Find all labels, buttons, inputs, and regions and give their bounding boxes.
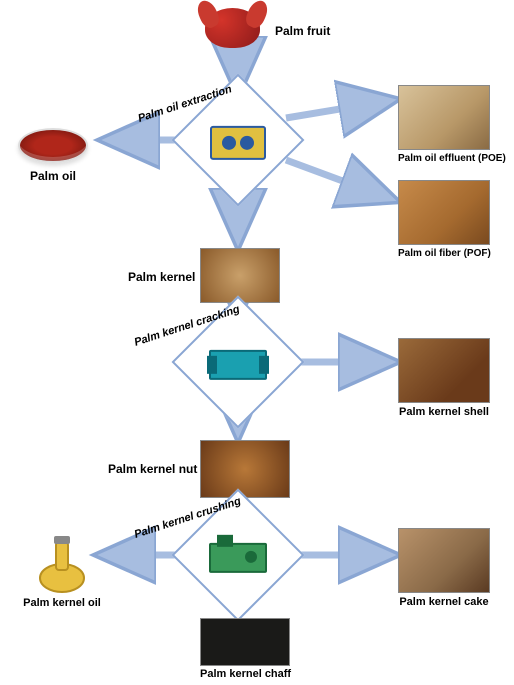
label-pko: Palm kernel oil — [22, 597, 102, 609]
label-pkchaff: Palm kernel chaff — [200, 668, 291, 680]
process-crushing — [172, 489, 305, 622]
node-poe: Palm oil effluent (POE) — [398, 85, 506, 164]
pof-image — [398, 180, 490, 245]
palm-fruit-illustration — [205, 8, 260, 48]
pkn-image — [200, 440, 290, 498]
label-palm-oil: Palm oil — [18, 169, 88, 183]
cracking-machine-icon — [209, 350, 267, 380]
poe-image — [398, 85, 490, 150]
pko-illustration — [32, 530, 92, 594]
palm-oil-illustration — [18, 128, 88, 163]
label-pks: Palm kernel shell — [398, 406, 490, 418]
node-pks: Palm kernel shell — [398, 338, 490, 418]
pkchaff-image — [200, 618, 290, 666]
process-extraction — [172, 74, 305, 207]
label-pof: Palm oil fiber (POF) — [398, 248, 491, 259]
label-pkn: Palm kernel nut — [108, 462, 197, 476]
label-palm-fruit: Palm fruit — [275, 24, 330, 38]
label-palm-kernel: Palm kernel — [128, 270, 195, 284]
label-pkc: Palm kernel cake — [398, 596, 490, 608]
palm-kernel-image — [200, 248, 280, 303]
extraction-machine-icon — [210, 126, 266, 160]
node-palm-oil: Palm oil — [18, 128, 88, 183]
node-pkc: Palm kernel cake — [398, 528, 490, 608]
node-palm-kernel — [200, 248, 280, 303]
node-pko: Palm kernel oil — [22, 530, 102, 609]
pkc-image — [398, 528, 490, 593]
node-pkn — [200, 440, 290, 498]
node-pkchaff: Palm kernel chaff — [200, 618, 291, 680]
pks-image — [398, 338, 490, 403]
node-palm-fruit — [205, 8, 260, 48]
crushing-machine-icon — [209, 543, 267, 573]
label-poe: Palm oil effluent (POE) — [398, 153, 506, 164]
node-pof: Palm oil fiber (POF) — [398, 180, 491, 259]
